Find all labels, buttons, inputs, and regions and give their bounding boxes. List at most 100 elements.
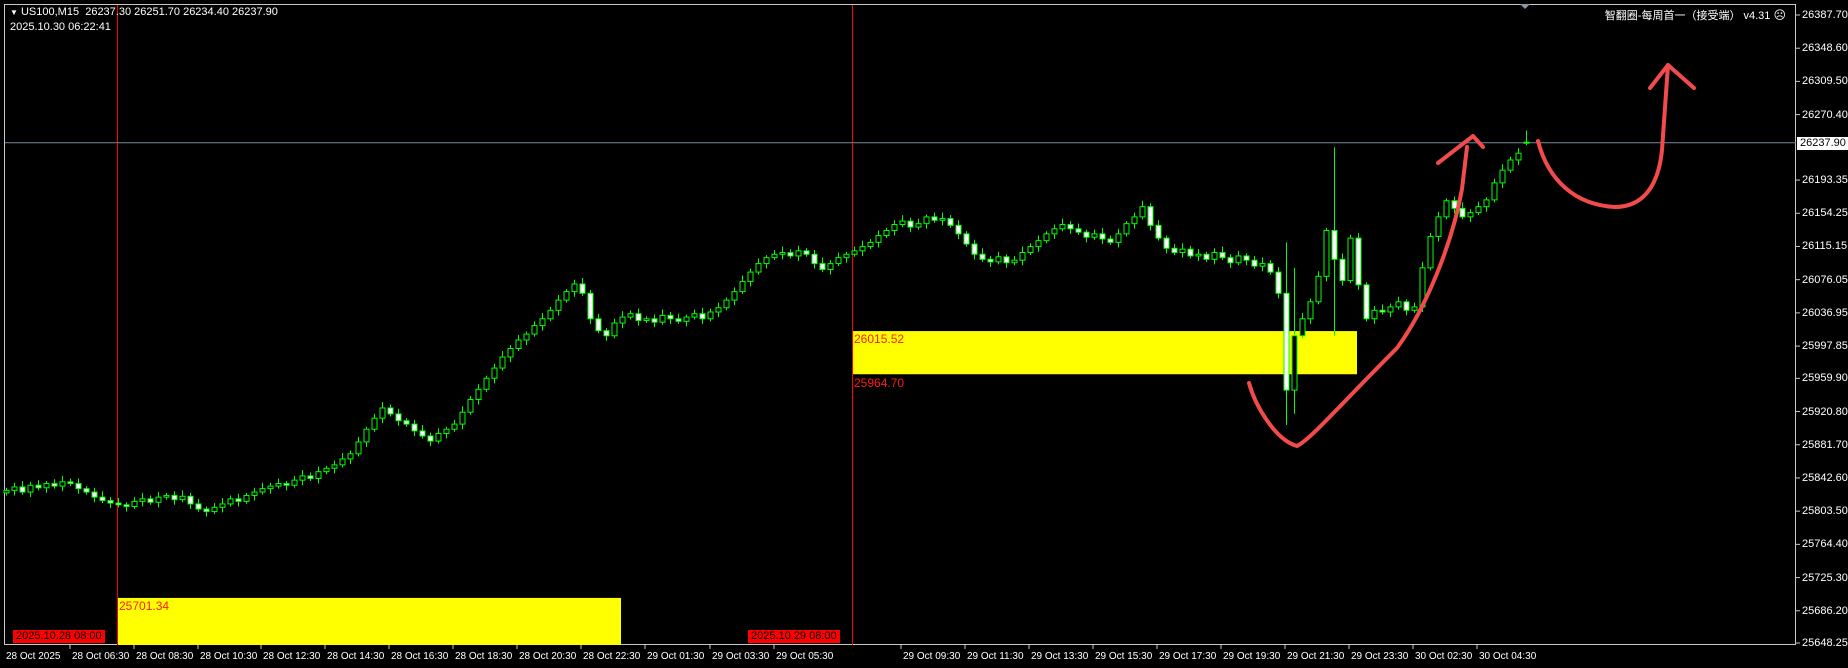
candle <box>707 308 714 322</box>
x-tick-label: 29 Oct 11:30 <box>967 651 1024 662</box>
candle <box>1179 243 1186 258</box>
bull-candle-body <box>331 464 338 469</box>
bull-candle-body <box>1523 141 1530 144</box>
candle <box>179 490 186 503</box>
x-tick-label: 29 Oct 01:30 <box>647 651 705 662</box>
candle <box>475 384 482 405</box>
x-tick-label: 29 Oct 23:30 <box>1351 651 1409 662</box>
bear-candle-body <box>1163 237 1170 249</box>
bull-candle-body <box>1091 233 1098 238</box>
bear-candle-body <box>203 508 210 513</box>
bear-candle-body <box>147 498 154 503</box>
bear-candle-body <box>235 498 242 502</box>
candle <box>675 313 682 324</box>
candle <box>539 312 546 331</box>
collapse-triangle-icon[interactable]: ▼ <box>10 8 18 17</box>
bear-candle-body <box>307 475 314 479</box>
y-tick-label: 25725.30 <box>1802 571 1848 584</box>
candle <box>587 289 594 324</box>
candle <box>419 424 426 439</box>
x-tick-label: 30 Oct 02:30 <box>1415 651 1473 662</box>
bull-candle-body <box>547 309 554 320</box>
bull-candle-body <box>443 428 450 434</box>
bull-candle-body <box>483 377 490 390</box>
candle <box>195 498 202 512</box>
bull-candle-body <box>507 348 514 358</box>
bear-candle-body <box>931 216 938 221</box>
bull-candle-body <box>539 318 546 327</box>
candle <box>555 295 562 316</box>
bull-candle-body <box>683 316 690 322</box>
vline-time-tag-2: 2025.10.29 08:00 <box>748 630 840 643</box>
bear-candle-body <box>979 253 986 260</box>
bear-candle-body <box>195 503 202 510</box>
bull-candle-body <box>827 263 834 271</box>
bear-candle-body <box>1083 231 1090 238</box>
bull-candle-body <box>275 483 282 487</box>
candle <box>795 245 802 262</box>
y-tick-label: 25686.20 <box>1802 604 1848 617</box>
bull-candle-body <box>1483 199 1490 208</box>
bull-candle-body <box>139 498 146 502</box>
bull-candle-body <box>467 398 474 413</box>
candle <box>827 260 834 275</box>
bull-candle-body <box>779 252 786 255</box>
candle <box>1355 233 1362 290</box>
bull-candle-body <box>1475 206 1482 214</box>
bear-candle-body <box>1355 237 1362 286</box>
candle <box>27 481 34 498</box>
bear-candle-body <box>587 292 594 320</box>
candle <box>19 480 26 495</box>
candle <box>835 252 842 267</box>
bear-candle-body <box>1075 228 1082 233</box>
bear-candle-body <box>75 483 82 490</box>
candle <box>507 345 514 363</box>
bear-candle-body <box>1227 257 1234 264</box>
bull-candle-body <box>867 241 874 248</box>
candle <box>667 311 674 324</box>
candle <box>1035 235 1042 252</box>
candle <box>1059 218 1066 232</box>
candle <box>1187 245 1194 259</box>
bear-candle-body <box>395 413 402 422</box>
bull-candle-body <box>1131 216 1138 225</box>
x-tick-label: 29 Oct 19:30 <box>1223 651 1281 662</box>
bear-candle-body <box>699 313 706 320</box>
bull-candle-body <box>923 216 930 225</box>
x-tick-label: 28 Oct 14:30 <box>327 651 385 662</box>
candle <box>891 220 898 236</box>
chart-area[interactable] <box>4 4 1796 645</box>
candle <box>771 249 778 261</box>
candle <box>691 309 698 320</box>
candle <box>155 492 162 508</box>
bull-candle-body <box>1299 318 1306 337</box>
bull-candle-body <box>891 224 898 231</box>
x-tick-label: 28 Oct 06:30 <box>72 651 130 662</box>
candle <box>91 487 98 503</box>
candle <box>1291 267 1298 414</box>
candle <box>939 212 946 226</box>
bull-candle-body <box>763 257 770 265</box>
zone2-top-label: 26015.52 <box>854 332 905 346</box>
candle <box>1403 299 1410 316</box>
candle <box>43 480 50 493</box>
bull-candle-body <box>435 432 442 442</box>
x-tick-label: 29 Oct 13:30 <box>1031 651 1089 662</box>
candle <box>987 255 994 267</box>
bull-candle-body <box>1211 252 1218 260</box>
x-tick-label: 28 Oct 22:30 <box>583 651 641 662</box>
candle <box>387 404 394 417</box>
bear-candle-body <box>955 224 962 235</box>
candle <box>371 413 378 432</box>
candle <box>875 230 882 248</box>
candle <box>1331 147 1338 336</box>
bear-candle-body <box>83 488 90 493</box>
candle <box>147 495 154 505</box>
candle <box>1195 249 1202 262</box>
bull-candle-body <box>1011 259 1018 264</box>
bear-candle-body <box>787 252 794 257</box>
bull-candle-body <box>3 489 10 494</box>
bear-candle-body <box>1243 255 1250 261</box>
candle <box>307 472 314 481</box>
bull-candle-body <box>739 280 746 293</box>
